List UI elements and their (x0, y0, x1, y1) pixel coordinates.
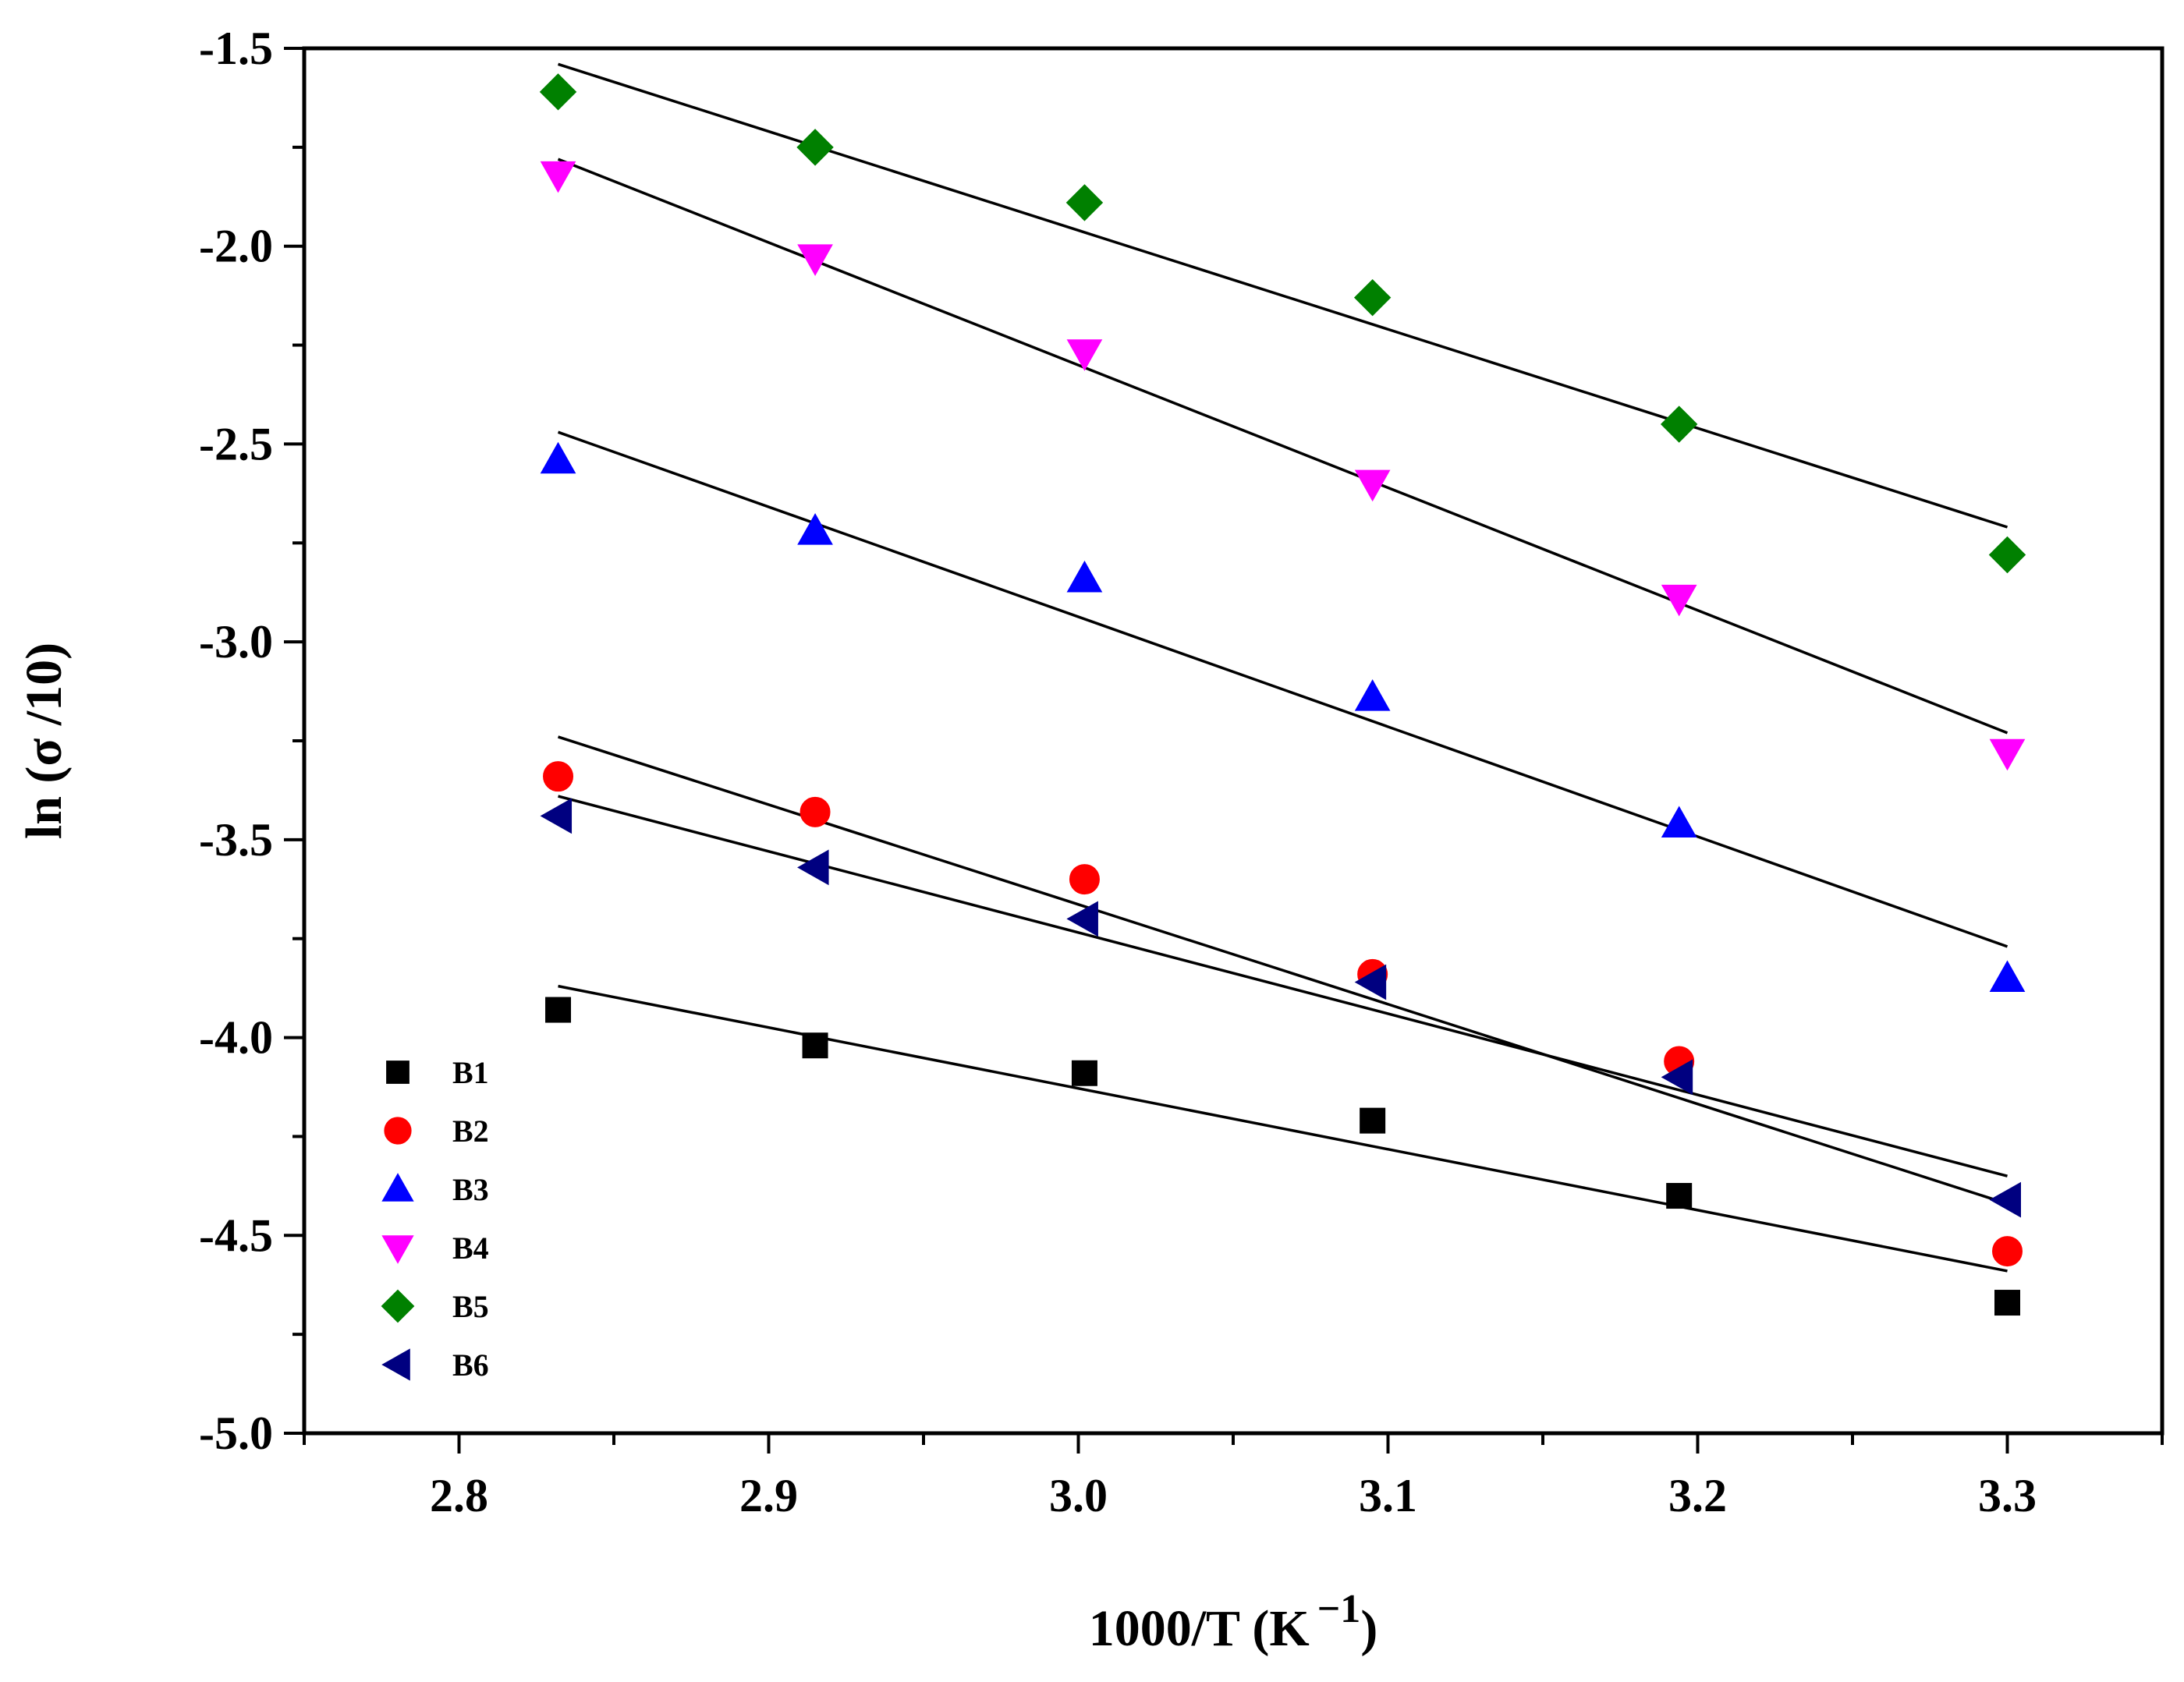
data-point-b1 (1994, 1290, 2020, 1316)
legend-label-b1: B1 (452, 1055, 489, 1090)
legend-marker-b5 (381, 1289, 415, 1323)
plot-frame (302, 46, 2164, 1436)
y-tick-label: -1.5 (199, 23, 273, 74)
data-point-b3 (1989, 960, 2026, 992)
legend-marker-b3 (381, 1173, 414, 1202)
x-axis-title-main: 1000/T (K (1089, 1600, 1310, 1657)
x-axis-title-exponent: −1 (1317, 1587, 1361, 1631)
data-point-b4 (540, 161, 576, 193)
data-point-b6 (1661, 1059, 1693, 1096)
data-point-b1 (802, 1032, 828, 1059)
data-point-b4 (1354, 469, 1391, 502)
x-axis-title-close: ) (1360, 1600, 1377, 1657)
data-point-b1 (545, 997, 572, 1023)
x-axis-title: 1000/T (K −1) (1089, 1587, 1378, 1657)
data-point-b4 (1066, 339, 1103, 371)
y-tick-label: -4.0 (199, 1012, 273, 1064)
legend-marker-b2 (384, 1117, 412, 1145)
x-tick-label: 3.1 (1359, 1470, 1417, 1521)
data-point-b6 (1354, 964, 1387, 1000)
data-point-b1 (1360, 1107, 1386, 1134)
x-tick-label: 3.2 (1668, 1470, 1727, 1521)
data-point-b4 (1661, 584, 1697, 617)
data-point-b2 (800, 796, 831, 827)
legend-label-b3: B3 (452, 1172, 489, 1207)
data-point-b6 (1066, 901, 1098, 937)
y-tick-labels: -1.5 -2.0 -2.5 -3.0 -3.5 -4.0 -4.5 -5.0 (199, 23, 273, 1459)
data-point-b6 (540, 798, 573, 834)
data-point-b5 (1660, 405, 1698, 443)
y-axis-title: ln (σ /10) (16, 643, 73, 839)
data-point-b2 (1992, 1236, 2023, 1267)
y-tick-label: -2.0 (199, 221, 273, 272)
data-point-b5 (796, 129, 834, 166)
fit-line-b4 (557, 158, 2008, 735)
data-point-b5 (1353, 278, 1392, 317)
legend-label-b5: B5 (452, 1289, 489, 1324)
data-point-b5 (539, 73, 577, 111)
data-point-b3 (540, 441, 576, 474)
data-point-b2 (1069, 864, 1100, 895)
legend-marker-b4 (381, 1235, 414, 1264)
data-point-b3 (1354, 679, 1391, 711)
data-point-b6 (1989, 1181, 2021, 1218)
legend: B1 B2 B3 B4 B5 B6 (381, 1055, 489, 1383)
data-point-b4 (797, 244, 833, 276)
fit-line-b6 (558, 795, 2008, 1177)
data-point-b6 (797, 849, 829, 886)
data-point-b1 (1071, 1060, 1097, 1086)
fit-lines (557, 62, 2008, 1273)
data-point-b1 (1666, 1183, 1693, 1209)
x-tick-label: 3.3 (1978, 1470, 2037, 1521)
legend-label-b4: B4 (452, 1231, 489, 1266)
data-point-b3 (1661, 806, 1697, 838)
y-tick-label: -3.0 (199, 616, 273, 667)
x-tick-label: 2.9 (739, 1470, 798, 1521)
fit-line-b1 (558, 984, 2008, 1273)
data-point-b4 (1989, 738, 2026, 771)
data-point-b5 (1065, 184, 1104, 221)
x-tick-label: 3.0 (1049, 1470, 1108, 1521)
data-points (539, 73, 2026, 1316)
legend-label-b6: B6 (452, 1347, 489, 1383)
y-tick-label: -3.5 (199, 814, 273, 866)
data-point-b5 (1988, 536, 2026, 574)
y-tick-label: -2.5 (199, 418, 273, 469)
x-tick-label: 2.8 (430, 1470, 488, 1521)
fit-line-b2 (558, 735, 2008, 1206)
y-tick-label: -4.5 (199, 1209, 273, 1261)
legend-label-b2: B2 (452, 1114, 489, 1149)
data-point-b3 (1066, 560, 1103, 593)
legend-marker-b6 (381, 1348, 410, 1381)
legend-marker-b1 (386, 1061, 410, 1084)
fit-line-b5 (558, 62, 2008, 529)
data-point-b2 (543, 761, 574, 792)
fit-line-b3 (557, 430, 2008, 948)
y-tick-label: -5.0 (199, 1408, 273, 1459)
data-point-b3 (797, 513, 833, 545)
x-tick-labels: 2.8 2.9 3.0 3.1 3.2 3.3 (430, 1470, 2037, 1521)
